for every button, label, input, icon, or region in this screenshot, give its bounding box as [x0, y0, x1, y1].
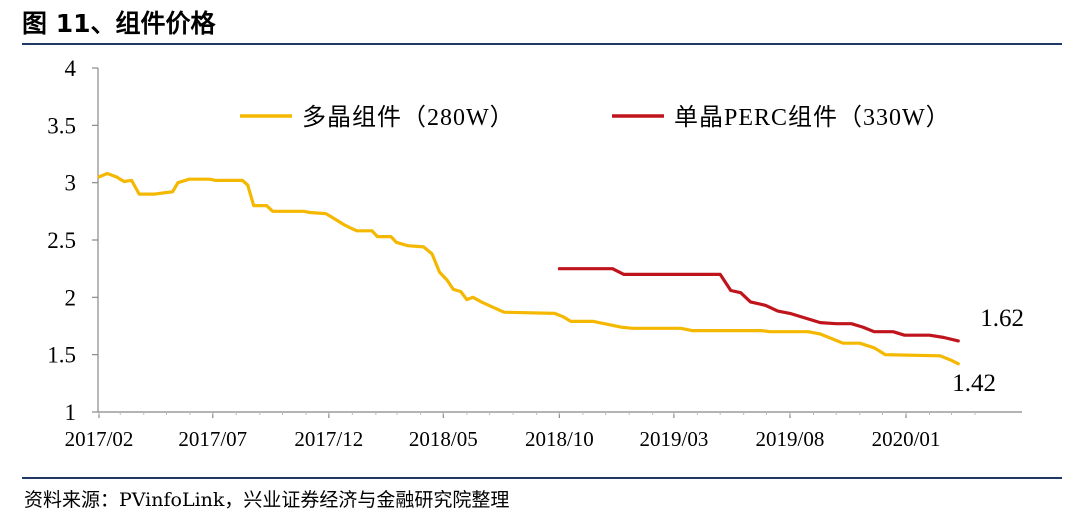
x-tick-label: 2019/03 — [639, 427, 708, 451]
legend-label-multi: 多晶组件（280W） — [302, 104, 515, 131]
series-line-perc — [557, 267, 960, 343]
legend: 多晶组件（280W） 单晶PERC组件（330W） — [240, 104, 951, 131]
series-layer — [97, 171, 960, 366]
x-tick-label: 2018/05 — [409, 427, 478, 451]
x-tick-label: 2017/02 — [65, 427, 134, 451]
x-tick-label: 2020/01 — [872, 427, 941, 451]
y-tick-label: 3 — [65, 171, 77, 196]
figure-title: 图 11、组件价格 — [22, 9, 216, 38]
x-axis: 2017/02 2017/07 2017/12 2018/05 2018/10 2019/… — [65, 411, 1022, 451]
price-line-chart: 1 1.5 2 2.5 3 3.5 4 2017/02 2017/07 2017/12 2018/… — [47, 56, 1024, 451]
source-rule — [22, 477, 1062, 479]
title-rule — [22, 43, 1062, 45]
perc-end-label: 1.62 — [980, 305, 1024, 332]
legend-label-perc: 单晶PERC组件（330W） — [674, 104, 951, 131]
y-tick-label: 2.5 — [47, 228, 76, 253]
y-tick-label: 2 — [65, 285, 77, 310]
series-line-multi — [97, 171, 960, 366]
y-tick-label: 1.5 — [47, 343, 76, 368]
y-tick-label: 1 — [65, 400, 77, 425]
y-tick-label: 4 — [65, 56, 77, 81]
x-tick-label: 2017/07 — [178, 427, 247, 451]
source-note: 资料来源：PVinfoLink，兴业证券经济与金融研究院整理 — [24, 489, 510, 511]
x-tick-label: 2017/12 — [294, 427, 363, 451]
y-axis: 1 1.5 2 2.5 3 3.5 4 — [47, 56, 99, 425]
x-tick-label: 2019/08 — [756, 427, 825, 451]
x-tick-label: 2018/10 — [525, 427, 594, 451]
y-tick-label: 3.5 — [47, 113, 76, 138]
multi-end-label: 1.42 — [952, 370, 996, 397]
